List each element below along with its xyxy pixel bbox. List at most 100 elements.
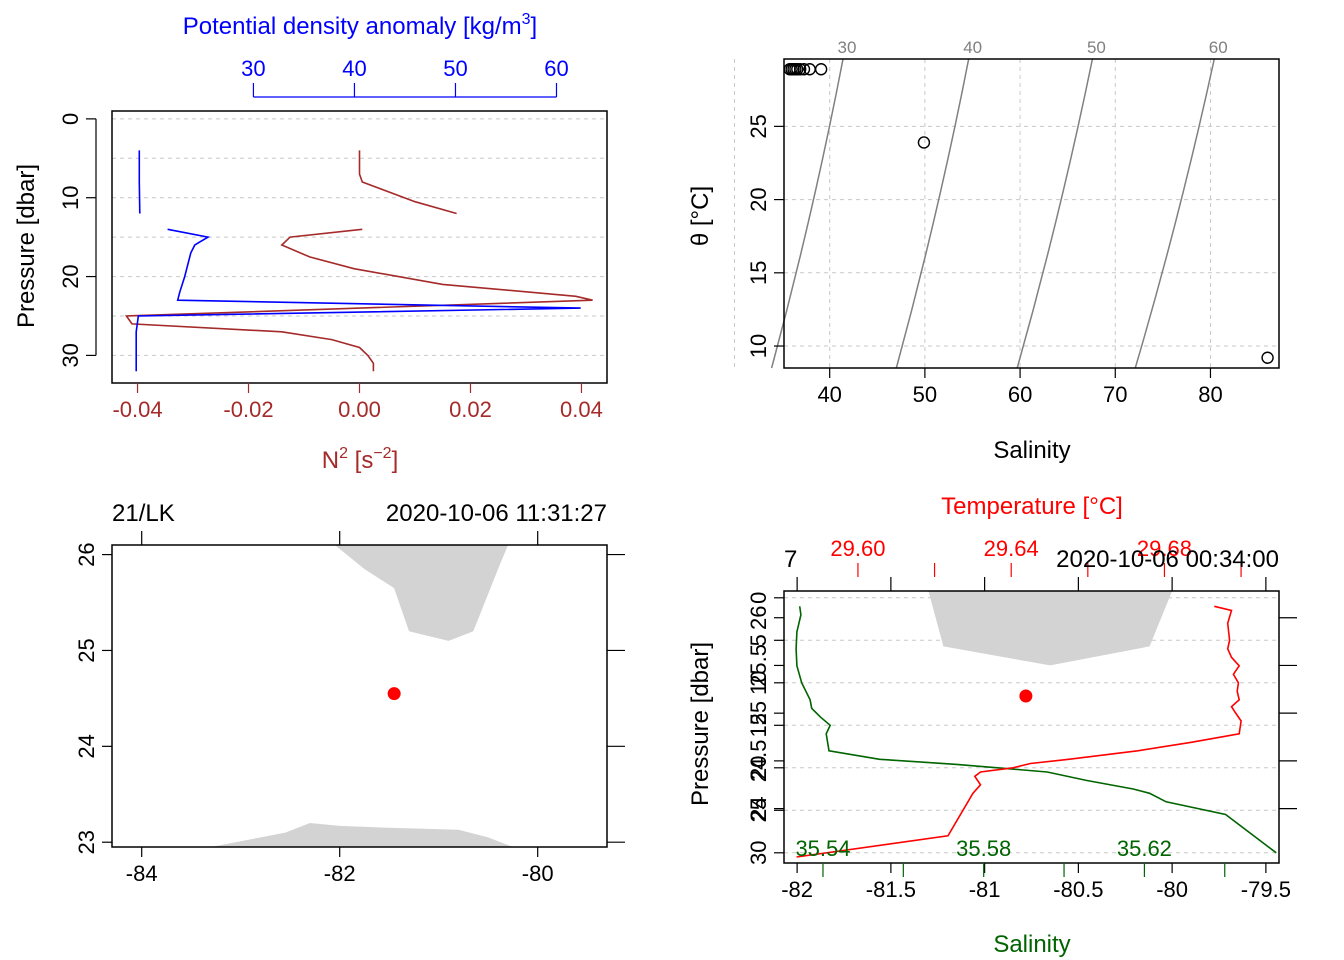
ts-point: [917, 136, 931, 149]
isopycnal-label: 50: [1087, 38, 1106, 57]
map-longitude-axis-tick-label: -80: [522, 861, 554, 886]
temperature-salinity-land: [928, 591, 1173, 666]
station-map-date-label: 2020-10-06 11:31:27: [386, 500, 607, 527]
profile-station-label: 7: [784, 546, 797, 573]
profile-pressure-axis-tick-label: 5: [746, 634, 771, 646]
salinity-axis-tick-label: 35.58: [956, 836, 1011, 861]
overlay-longitude-axis-tick-label: -82: [781, 877, 813, 902]
temperature-axis-tick-label: 29.60: [830, 536, 885, 561]
station-map-labels: 21/LK 2020-10-06 11:31:27: [112, 500, 607, 527]
profile-pressure-axis-tick-label: 30: [746, 841, 771, 865]
n2-axis-tick-label: -0.02: [223, 397, 273, 422]
salinity-profile-line: [795, 606, 1277, 854]
land-polygon: [334, 545, 508, 641]
temperature-axis-title: Temperature [°C]: [941, 493, 1123, 520]
isopycnal-label: 30: [838, 38, 857, 57]
n2-axis-tick-label: 0.00: [338, 397, 381, 422]
overlay-longitude-axis-tick-label: -80.5: [1053, 877, 1103, 902]
temperature-salinity-pressure-axis-title: Pressure [dbar]: [687, 642, 714, 806]
station-map-panel: -84 -82 -80 23 24 25 26 21/LK 2020-10-06 11:31…: [74, 500, 625, 886]
density-axis-tick-label: 60: [544, 56, 568, 81]
density-profile-line: [135, 228, 581, 372]
ts-theta-axis-tick-label: 25: [746, 114, 771, 138]
ts-diagram-gridlines: [734, 59, 1279, 368]
ts-theta-axis-title: θ [°C]: [687, 186, 714, 246]
overlay-latitude-tick-label: 25.5: [746, 644, 771, 687]
profile-date-label: 2020-10-06 00:34:00: [1056, 546, 1279, 573]
map-latitude-axis-tick-label: 24: [74, 734, 99, 758]
n2-axis-title-superscript: 2: [339, 445, 348, 462]
n2-axis-tick-label: 0.04: [560, 397, 603, 422]
ts-salinity-axis-tick-label: 60: [1008, 382, 1032, 407]
density-n2-profile-gridlines: [112, 118, 607, 356]
temperature-axis-tick-label: 29.68: [1137, 536, 1192, 561]
profile-pressure-axis-tick-label: 15: [746, 713, 771, 737]
ts-plot-frame: [783, 58, 1280, 369]
station-map-frame: [111, 544, 608, 848]
n2-axis-tick-label: 0.02: [449, 397, 492, 422]
temperature-salinity-gridlines: [784, 597, 1279, 854]
isopycnal-line: [895, 58, 970, 369]
salinity-axis-title: Salinity: [993, 931, 1070, 958]
overlay-latitude-tick-label: 24: [746, 796, 771, 820]
n2-axis-title-units: [s: [348, 447, 373, 474]
temperature-salinity-profile-panel: 29.60 29.64 29.68 -82 -81.5 -81 -80.5 -80 -79.5 3…: [687, 493, 1297, 958]
isopycnal-line: [770, 58, 844, 369]
profile-pressure-axis-tick-label: 25: [746, 798, 771, 822]
ts-theta-axis-tick-label: 10: [746, 334, 771, 358]
overlay-longitude-axis-tick-label: -81.5: [866, 877, 916, 902]
density-axis-tick-label: 30: [241, 56, 265, 81]
n2-profile-line: [124, 228, 593, 372]
density-axis-title-end: ]: [531, 13, 538, 40]
map-longitude-axis-tick-label: -82: [324, 861, 356, 886]
ts-salinity-axis-tick-label: 40: [817, 382, 841, 407]
density-axis-tick-label: 50: [443, 56, 467, 81]
temperature-salinity-axes: 29.60 29.64 29.68 -82 -81.5 -81 -80.5 -80 -79.5 3…: [746, 536, 1297, 902]
profile-pressure-axis-tick-label: 10: [746, 671, 771, 695]
temperature-profile-line: [796, 605, 1242, 858]
ts-point: [1261, 351, 1274, 364]
density-n2-profile-marks: [124, 150, 593, 372]
n2-axis-title-end: ]: [392, 447, 399, 474]
ts-theta-axis-tick-label: 20: [746, 187, 771, 211]
ts-diagram-labels: Salinity θ [°C]: [687, 186, 1071, 464]
overlay-station-marker: [1019, 689, 1033, 703]
density-n2-profile-labels: Potential density anomaly [kg/m3] N2 [s−…: [13, 11, 537, 474]
ts-diagram-panel: 30 40 50 60 40 50 60 70 80 10 15 20 25 Salinity θ [°…: [687, 38, 1280, 464]
density-n2-profile-panel: 30 40 50 60 -0.04 -0.02 0.00 0.02 0.04 0 10 20 30 Po…: [13, 11, 608, 474]
salinity-axis-tick-label: 35.62: [1117, 836, 1172, 861]
station-map-land: [211, 545, 513, 847]
pressure-axis-tick-label: 0: [58, 113, 83, 125]
ts-salinity-axis-title: Salinity: [993, 437, 1070, 464]
station-map-marks: [387, 687, 401, 701]
ts-point: [797, 63, 811, 76]
map-latitude-axis-tick-label: 26: [74, 542, 99, 566]
temperature-salinity-marks: [795, 605, 1277, 858]
salinity-axis-tick-label: 35.54: [795, 836, 850, 861]
n2-axis-tick-label: -0.04: [112, 397, 162, 422]
temperature-salinity-labels: Temperature [°C] 7 2020-10-06 00:34:00 S…: [687, 493, 1279, 958]
overlay-longitude-axis-tick-label: -81: [969, 877, 1001, 902]
ts-diagram-axes: 30 40 50 60 40 50 60 70 80 10 15 20 25: [746, 38, 1228, 407]
overlay-latitude-tick-label: 24.5: [746, 739, 771, 782]
density-profile-line: [138, 150, 141, 214]
pressure-axis-tick-label: 20: [58, 264, 83, 288]
station-marker: [387, 687, 401, 701]
pressure-axis-tick-label: 30: [58, 343, 83, 367]
temperature-salinity-frame: [783, 590, 1280, 864]
temperature-salinity-frame-rect: [783, 590, 1280, 864]
n2-axis-title-unit-exponent: −2: [373, 445, 391, 462]
isopycnal-label: 40: [963, 38, 982, 57]
ts-theta-axis-tick-label: 15: [746, 261, 771, 285]
density-axis-tick-label: 40: [342, 56, 366, 81]
station-map-station-label: 21/LK: [112, 500, 175, 527]
overlay-longitude-axis-tick-label: -80: [1156, 877, 1188, 902]
land-polygon: [211, 823, 513, 847]
density-n2-profile-axes: 30 40 50 60 -0.04 -0.02 0.00 0.02 0.04 0 10 20 30: [58, 56, 603, 422]
density-axis-title-main: Potential density anomaly [kg/m: [183, 13, 522, 40]
n2-axis-title-symbol: N: [322, 447, 339, 474]
map-longitude-axis-tick-label: -84: [126, 861, 158, 886]
ts-diagram-marks: [770, 58, 1274, 369]
ts-point: [793, 63, 807, 76]
